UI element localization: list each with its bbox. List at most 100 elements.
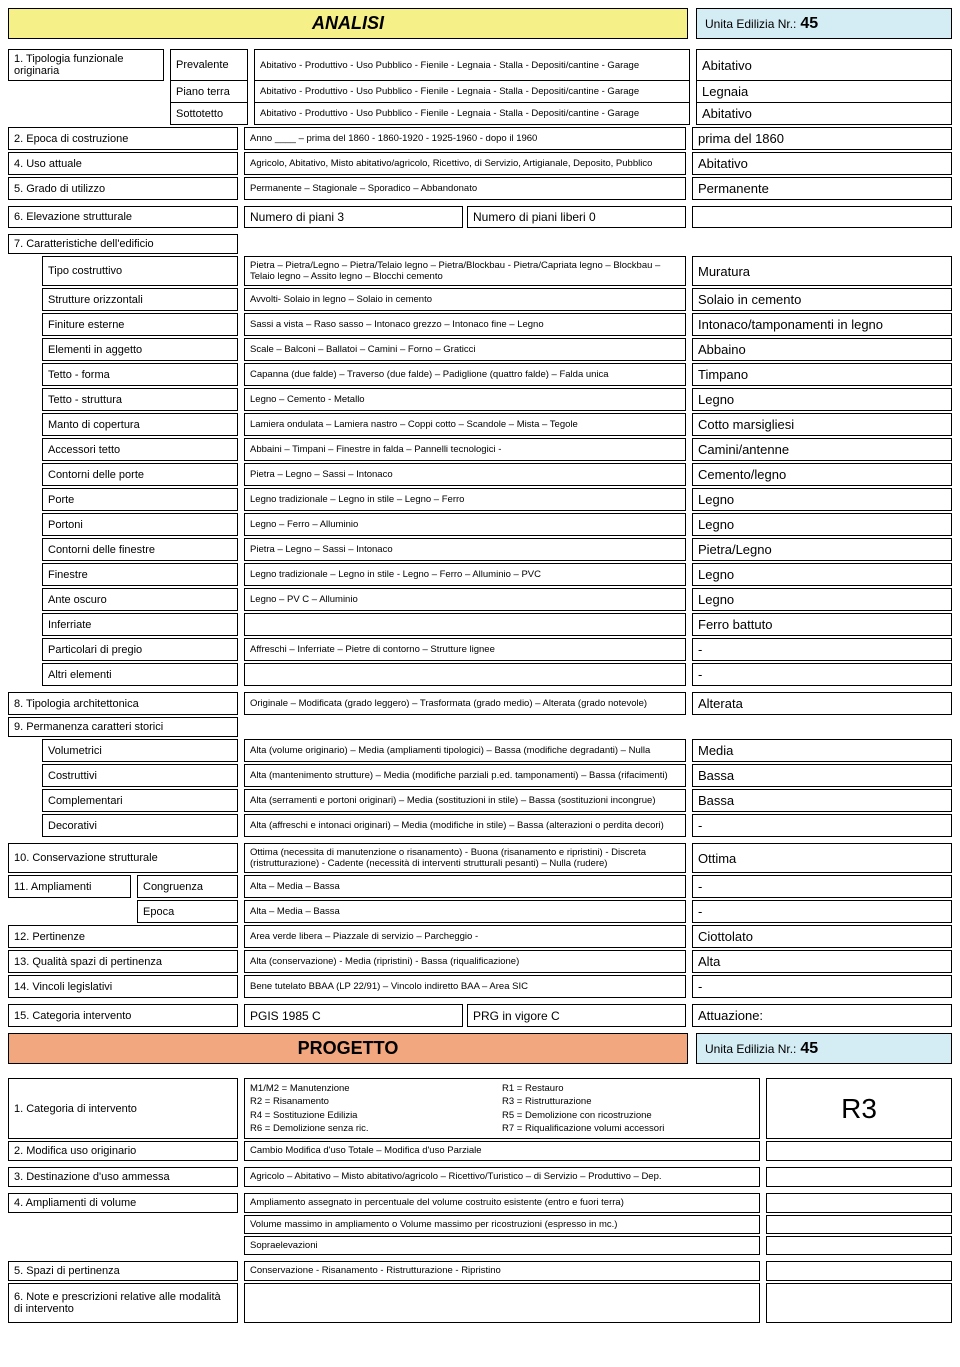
p2-label: 2. Modifica uso originario	[8, 1141, 238, 1161]
s7-lbl-5: Tetto - struttura	[42, 388, 238, 411]
p1-val: R3	[766, 1078, 952, 1139]
s7-opt-16	[244, 663, 686, 686]
s5-val: Permanente	[692, 177, 952, 200]
s15-val: Attuazione:	[692, 1004, 952, 1027]
s13-opt: Alta (conservazione) - Media (ripristini…	[244, 950, 686, 973]
s7-opt-10: Legno – Ferro – Alluminio	[244, 513, 686, 536]
s11-val1: -	[692, 875, 952, 898]
s7-val-11: Pietra/Legno	[692, 538, 952, 561]
s9-lbl-1: Costruttivi	[42, 764, 238, 787]
progetto-unita-num: 45	[800, 1040, 818, 1058]
s1-val-1: Legnaia	[696, 80, 952, 103]
s7-opt-13: Legno – PV C – Alluminio	[244, 588, 686, 611]
unita-header: Unita Edilizia Nr.: 45	[696, 8, 952, 39]
s7-val-12: Legno	[692, 563, 952, 586]
s7-lbl-1: Strutture orizzontali	[42, 288, 238, 311]
p6-opt	[244, 1283, 760, 1323]
s1-opt-1: Abitativo - Produttivo - Uso Pubblico - …	[254, 80, 690, 103]
s7-lbl-16: Altri elementi	[42, 663, 238, 686]
s10-opt: Ottima (necessita di manutenzione o risa…	[244, 843, 686, 873]
s9-lbl-2: Complementari	[42, 789, 238, 812]
s6-val	[692, 206, 952, 228]
p4-opt2: Volume massimo in ampliamento o Volume m…	[244, 1215, 760, 1234]
s7-val-3: Abbaino	[692, 338, 952, 361]
s2-val: prima del 1860	[692, 127, 952, 150]
s7-val-8: Cemento/legno	[692, 463, 952, 486]
s7-lbl-0: Tipo costruttivo	[42, 256, 238, 286]
s7-lbl-15: Particolari di pregio	[42, 638, 238, 661]
s7-val-5: Legno	[692, 388, 952, 411]
s7-opt-6: Lamiera ondulata – Lamiera nastro – Copp…	[244, 413, 686, 436]
s1-val-0: Abitativo	[696, 49, 952, 81]
s11-label: 11. Ampliamenti	[8, 875, 131, 898]
s9-lbl-3: Decorativi	[42, 814, 238, 837]
s7-lbl-4: Tetto - forma	[42, 363, 238, 386]
s12-val: Ciottolato	[692, 925, 952, 948]
s7-opt-8: Pietra – Legno – Sassi – Intonaco	[244, 463, 686, 486]
analisi-header: ANALISI	[8, 8, 688, 39]
p1-col1: M1/M2 = Manutenzione R2 = Risanamento R4…	[250, 1082, 502, 1135]
s8-val: Alterata	[692, 692, 952, 715]
s7-title: 7. Caratteristiche dell'edificio	[8, 234, 238, 254]
s10-val: Ottima	[692, 843, 952, 873]
s7-lbl-6: Manto di copertura	[42, 413, 238, 436]
s11-val2: -	[692, 900, 952, 923]
s9-val-2: Bassa	[692, 789, 952, 812]
s7-lbl-7: Accessori tetto	[42, 438, 238, 461]
s7-lbl-13: Ante oscuro	[42, 588, 238, 611]
s7-lbl-3: Elementi in aggetto	[42, 338, 238, 361]
s7-val-1: Solaio in cemento	[692, 288, 952, 311]
s11-sub1: Congruenza	[137, 875, 238, 898]
s4-label: 4. Uso attuale	[8, 152, 238, 175]
s7-opt-5: Legno – Cemento - Metallo	[244, 388, 686, 411]
s7-lbl-10: Portoni	[42, 513, 238, 536]
p3-label: 3. Destinazione d'uso ammessa	[8, 1167, 238, 1187]
unita-num: 45	[800, 15, 818, 33]
s9-opt-1: Alta (mantenimento strutture) – Media (m…	[244, 764, 686, 787]
s8-label: 8. Tipologia architettonica	[8, 692, 238, 715]
s9-val-1: Bassa	[692, 764, 952, 787]
p6-label: 6. Note e prescrizioni relative alle mod…	[8, 1283, 238, 1323]
s7-val-7: Camini/antenne	[692, 438, 952, 461]
s10-label: 10. Conservazione strutturale	[8, 843, 238, 873]
s6-opt1: Numero di piani 3	[244, 206, 463, 228]
s5-label: 5. Grado di utilizzo	[8, 177, 238, 200]
progetto-header: PROGETTO	[8, 1033, 688, 1064]
p6-val	[766, 1283, 952, 1323]
s4-val: Abitativo	[692, 152, 952, 175]
s1-sub-0: Prevalente	[170, 49, 248, 81]
s7-opt-0: Pietra – Pietra/Legno – Pietra/Telaio le…	[244, 256, 686, 286]
s9-lbl-0: Volumetrici	[42, 739, 238, 762]
s9-opt-3: Alta (affreschi e intonaci originari) – …	[244, 814, 686, 837]
s7-val-9: Legno	[692, 488, 952, 511]
s15-label: 15. Categoria intervento	[8, 1004, 238, 1027]
p5-opt: Conservazione - Risanamento - Ristruttur…	[244, 1261, 760, 1281]
s11-opt2: Alta – Media – Bassa	[244, 900, 686, 923]
s7-val-15: -	[692, 638, 952, 661]
s13-val: Alta	[692, 950, 952, 973]
s7-val-2: Intonaco/tamponamenti in legno	[692, 313, 952, 336]
s6-label: 6. Elevazione strutturale	[8, 206, 238, 228]
p3-opt: Agricolo – Abitativo – Misto abitativo/a…	[244, 1167, 760, 1187]
s1-label: 1. Tipologia funzionale originaria	[8, 49, 164, 81]
s9-opt-2: Alta (serramenti e portoni originari) – …	[244, 789, 686, 812]
s1-val-2: Abitativo	[696, 102, 952, 125]
p5-val	[766, 1261, 952, 1281]
s14-val: -	[692, 975, 952, 998]
s9-val-3: -	[692, 814, 952, 837]
p4-val1	[766, 1193, 952, 1213]
p3-val	[766, 1167, 952, 1187]
s1-opt-2: Abitativo - Produttivo - Uso Pubblico - …	[254, 102, 690, 125]
s15-opt2: PRG in vigore C	[467, 1004, 686, 1027]
s2-label: 2. Epoca di costruzione	[8, 127, 238, 150]
p1-col2: R1 = Restauro R3 = Ristrutturazione R5 =…	[502, 1082, 754, 1135]
s7-lbl-9: Porte	[42, 488, 238, 511]
s1-sub-1: Piano terra	[170, 80, 248, 103]
s7-opt-9: Legno tradizionale – Legno in stile – Le…	[244, 488, 686, 511]
s7-val-4: Timpano	[692, 363, 952, 386]
progetto-unita-label: Unita Edilizia Nr.:	[705, 1042, 796, 1056]
p4-val2	[766, 1215, 952, 1234]
s7-val-0: Muratura	[692, 256, 952, 286]
p4-label: 4. Ampliamenti di volume	[8, 1193, 238, 1213]
s1-sub-2: Sottotetto	[170, 102, 248, 125]
